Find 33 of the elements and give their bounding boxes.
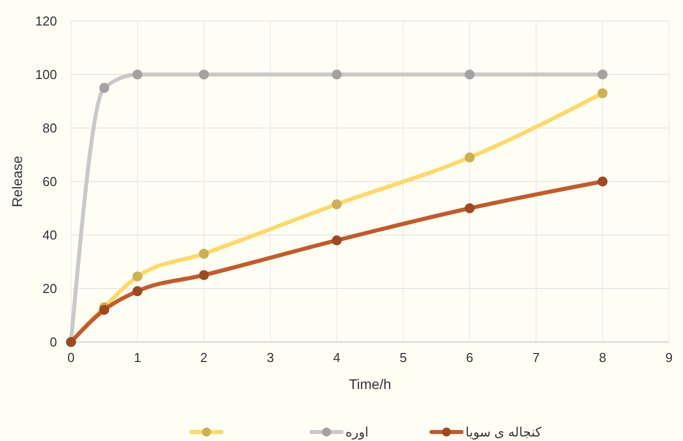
- y-tick-label: 0: [50, 334, 57, 350]
- point: [198, 270, 209, 280]
- x-tick-label: 0: [67, 350, 75, 365]
- x-tick-label: 3: [266, 350, 274, 365]
- y-axis-title: Release: [9, 156, 25, 208]
- point: [99, 82, 110, 93]
- legend-label: اوره: [346, 424, 368, 441]
- point: [332, 70, 342, 80]
- y-tick-label: 60: [42, 174, 57, 190]
- x-tick-label: 5: [400, 350, 407, 365]
- x-tick-label: 1: [134, 350, 142, 365]
- y-tick-label: 40: [42, 228, 57, 243]
- point: [464, 203, 475, 214]
- y-tick-label: 100: [35, 67, 57, 82]
- x-tick-label: 2: [200, 350, 208, 365]
- point: [598, 176, 608, 186]
- legend-label: کنجاله ی سویا: [466, 424, 542, 441]
- point: [99, 304, 110, 315]
- point: [132, 286, 142, 296]
- point: [598, 70, 608, 80]
- x-tick-label: 8: [598, 350, 606, 365]
- x-tick-label: 7: [532, 350, 540, 365]
- point: [132, 70, 142, 80]
- point: [332, 235, 342, 246]
- point: [464, 70, 475, 80]
- x-tick-label: 6: [466, 350, 474, 365]
- x-tick-label: 4: [333, 350, 340, 365]
- y-tick-label: 120: [35, 14, 57, 29]
- x-tick-label: 9: [665, 350, 673, 365]
- x-axis-title: Time/h: [348, 376, 392, 392]
- point: [198, 70, 209, 80]
- y-tick-label: 80: [42, 120, 57, 136]
- y-tick-label: 20: [42, 281, 57, 296]
